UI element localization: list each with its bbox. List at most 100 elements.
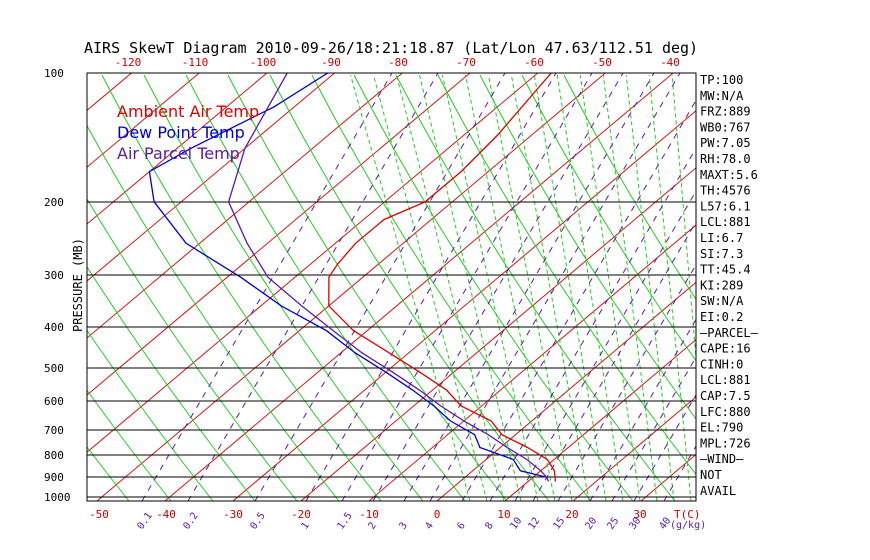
isotherm-line [640,453,696,501]
moist-adiabat [556,74,624,501]
moist-adiabat [487,74,573,501]
mixing-ratio-line [141,73,393,501]
mixing-ratio-line [429,73,681,501]
pressure-tick-label: 400 [44,321,64,334]
stat-entry: RH:78.0 [700,152,751,166]
pressure-tick-label: 200 [44,196,64,209]
chart-title: AIRS SkewT Diagram 2010-09-26/18:21:18.8… [84,39,698,57]
legend-entry: Ambient Air Temp [117,102,259,121]
stat-entry: TT:45.4 [700,263,751,277]
legend-entry: Dew Point Temp [117,123,245,142]
bottom-temp-tick-label: 30 [633,508,646,521]
pressure-tick-label: 100 [44,67,64,80]
isotherm-line [777,73,870,501]
stat-entry: EL:790 [700,421,743,435]
isotherm-line [87,73,471,396]
stat-entry: MAXT:5.6 [700,168,758,182]
stat-entry: CAP:7.5 [700,389,751,403]
bottom-temp-tick-label: 20 [565,508,578,521]
moist-adiabat [510,74,590,501]
stat-entry: CAPE:16 [700,342,751,356]
mixing-ratio-label: 6 [455,520,467,531]
mixing-ratio-line [633,393,696,501]
bottom-temp-tick-label: -20 [291,508,311,521]
top-temp-tick-label: -120 [115,56,142,69]
top-temp-tick-label: -100 [250,56,277,69]
stat-entry: MW:N/A [700,89,744,103]
isotherm-line [87,73,403,339]
top-temp-tick-label: -50 [592,56,612,69]
isotherm-line [232,110,696,501]
top-temp-tick-label: -90 [321,56,341,69]
mixing-ratio-label: 1.5 [335,511,354,532]
mixing-ratio-label: 2 [366,520,378,531]
bottom-temp-tick-label: -30 [223,508,243,521]
mixing-ratio-unit: (g/kg) [670,520,706,531]
mixing-ratio-label: 0.2 [181,511,200,532]
stat-entry: TH:4576 [700,184,751,198]
stat-entry: KI:289 [700,278,743,292]
isotherm-line [87,73,539,453]
pressure-tick-label: 700 [44,424,64,437]
pressure-tick-label: 800 [44,449,64,462]
pressure-tick-label: 1000 [44,491,71,504]
stat-entry: —WIND— [700,452,744,466]
stat-entry: L57:6.1 [700,199,751,213]
stat-entry: LFC:880 [700,405,751,419]
stat-entry: NOT [700,468,722,482]
isotherm-line [436,281,696,501]
chart-legend: Ambient Air Temp Dew Point Temp Air Parcel… [117,102,259,163]
dry-adiabat [87,446,130,501]
mixing-ratio-line [372,73,624,501]
series-line [328,73,557,482]
stat-entry: WB0:767 [700,120,751,134]
mixing-ratio-line [663,445,696,501]
stat-entry: —PARCEL— [700,326,759,340]
mixing-ratio-label: 0.1 [135,511,154,532]
top-temp-tick-label: -60 [524,56,544,69]
stat-entry: SI:7.3 [700,247,743,261]
mixing-ratio-label: 8 [483,520,495,531]
stat-entry: SW:N/A [700,294,744,308]
mixing-ratio-line [305,73,557,501]
isotherm-line [368,224,696,501]
bottom-temp-tick-label: -50 [89,508,109,521]
stat-entry: LI:6.7 [700,231,743,245]
profile-lines [148,73,557,482]
top-temp-tick-label: -80 [388,56,408,69]
dry-adiabat [0,75,45,501]
moist-adiabat [648,74,692,501]
bottom-temp-tick-label: 0 [434,508,441,521]
stat-entry: TP:100 [700,73,743,87]
dry-adiabat [521,74,696,362]
dry-adiabat [479,74,696,420]
series-line [227,73,550,482]
y-axis-label: PRESSURE (MB) [71,238,85,332]
dry-adiabat [311,74,592,501]
mixing-ratio-label: 1 [299,520,311,531]
stat-entry: LCL:881 [700,373,751,387]
mixing-ratio-line [461,99,696,501]
stat-entry: MPL:726 [700,436,751,450]
pressure-tick-label: 900 [44,471,64,484]
dry-adiabat [0,75,3,501]
temp-unit-label: T(C) [674,508,701,521]
pressure-tick-label: 500 [44,362,64,375]
bottom-temp-tick-label: -10 [359,508,379,521]
mixing-ratio-label: 20 [583,516,599,532]
isotherm-line [87,73,132,111]
moist-adiabat [579,74,641,501]
stat-entry: CINH:0 [700,357,743,371]
mixing-ratio-label: 3 [397,520,409,531]
mixing-ratio-line [557,263,696,501]
top-temp-tick-label: -110 [182,56,209,69]
pressure-tick-label: 600 [44,395,64,408]
dry-adiabat [563,74,696,301]
mixing-ratio-line [341,73,593,501]
mixing-ratio-label: 0.5 [248,511,267,532]
mixing-ratio-line [254,73,506,501]
mixing-ratio-label: 10 [508,516,524,532]
series-line [148,73,547,478]
